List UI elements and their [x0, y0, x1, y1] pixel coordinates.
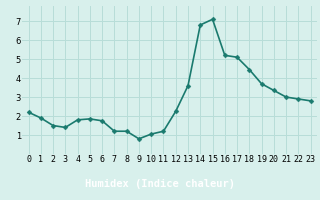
Text: Humidex (Indice chaleur): Humidex (Indice chaleur)	[85, 179, 235, 189]
